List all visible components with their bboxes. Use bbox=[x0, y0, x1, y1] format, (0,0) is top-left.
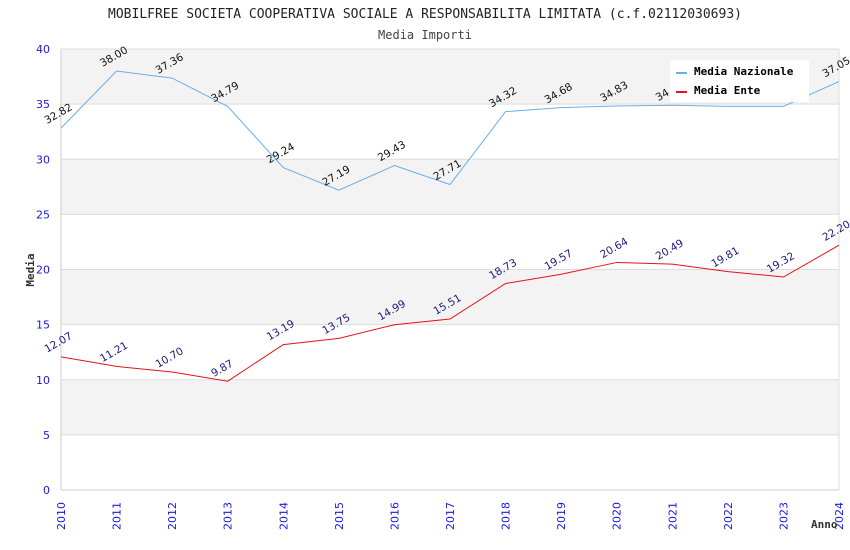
x-tick-label: 2013 bbox=[222, 502, 235, 530]
x-tick-label: 2014 bbox=[277, 502, 290, 530]
legend-label-media-ente: Media Ente bbox=[694, 84, 761, 97]
x-tick-label: 2023 bbox=[777, 502, 790, 530]
chart-title: MOBILFREE SOCIETA COOPERATIVA SOCIALE A … bbox=[108, 7, 742, 22]
legend-swatch-media-nazionale bbox=[676, 72, 687, 74]
x-tick-label: 2018 bbox=[500, 502, 513, 530]
background-band bbox=[61, 214, 839, 270]
legend-label-media-nazionale: Media Nazionale bbox=[694, 65, 794, 78]
y-tick-label: 35 bbox=[36, 98, 50, 111]
y-tick-label: 0 bbox=[43, 484, 50, 497]
chart-subtitle: Media Importi bbox=[378, 28, 472, 42]
legend-swatch-media-ente bbox=[676, 91, 687, 93]
y-tick-label: 15 bbox=[36, 319, 50, 332]
y-tick-label: 40 bbox=[36, 43, 50, 56]
x-tick-label: 2017 bbox=[444, 502, 457, 530]
background-band bbox=[61, 104, 839, 160]
x-tick-label: 2012 bbox=[166, 502, 179, 530]
background-bands bbox=[61, 49, 839, 490]
y-tick-label: 10 bbox=[36, 374, 50, 387]
background-band bbox=[61, 269, 839, 325]
x-axis-label: Anno bbox=[811, 518, 838, 531]
x-tick-label: 2015 bbox=[333, 502, 346, 530]
x-tick-label: 2010 bbox=[55, 502, 68, 530]
background-band bbox=[61, 324, 839, 380]
data-label: 34 bbox=[654, 87, 672, 104]
x-tick-label: 2016 bbox=[388, 502, 401, 530]
x-tick-label: 2024 bbox=[833, 502, 846, 530]
background-band bbox=[61, 379, 839, 435]
axes bbox=[60, 49, 840, 491]
x-tick-label: 2020 bbox=[611, 502, 624, 530]
x-tick-labels: 2010 2011 2012 2013 2014 2015 2016 2017 2018 2019… bbox=[55, 502, 846, 530]
y-tick-label: 20 bbox=[36, 264, 50, 277]
y-tick-label: 5 bbox=[43, 429, 50, 442]
y-tick-label: 25 bbox=[36, 208, 50, 221]
legend: Media Nazionale Media Ente bbox=[670, 60, 809, 102]
x-tick-label: 2022 bbox=[722, 502, 735, 530]
background-band bbox=[61, 159, 839, 215]
x-tick-label: 2021 bbox=[666, 502, 679, 530]
background-band bbox=[61, 434, 839, 490]
x-tick-label: 2019 bbox=[555, 502, 568, 530]
series-lines bbox=[60, 70, 840, 382]
x-tick-label: 2011 bbox=[111, 502, 124, 530]
legend-box bbox=[670, 60, 809, 102]
y-tick-label: 30 bbox=[36, 153, 50, 166]
y-tick-labels: 0 5 10 15 20 25 30 35 40 bbox=[36, 43, 50, 497]
y-axis-label: Media bbox=[24, 253, 37, 286]
